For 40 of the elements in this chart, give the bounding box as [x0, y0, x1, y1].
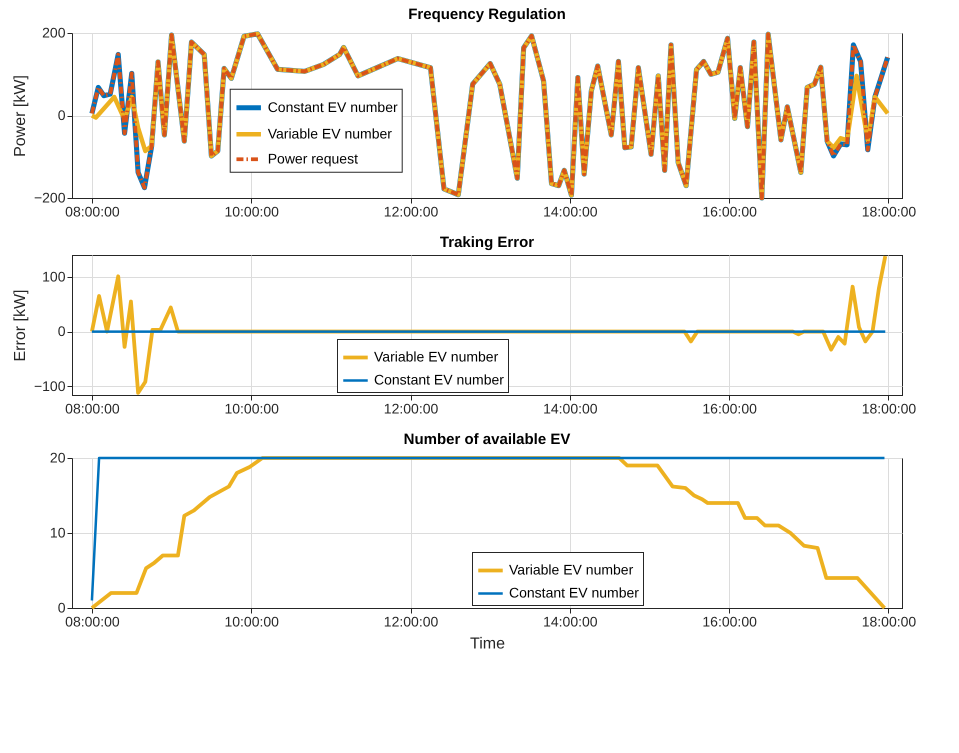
legend-label: Variable EV number	[268, 125, 392, 142]
x-tick-label: 12:00:00	[384, 204, 438, 220]
legend-label: Constant EV number	[374, 372, 504, 388]
y-tick-label: 20	[50, 450, 66, 466]
legend-label: Power request	[268, 150, 358, 166]
chart-title: Traking Error	[440, 234, 534, 252]
x-tick-label: 10:00:00	[224, 400, 280, 416]
y-axis-title: Power [kW]	[12, 75, 29, 157]
y-tick-label: 0	[58, 600, 66, 616]
y-tick-label: 200	[42, 24, 66, 40]
x-tick-label: 18:00:00	[862, 614, 916, 630]
x-tick-label: 16:00:00	[702, 614, 758, 630]
y-tick-label: 0	[58, 107, 66, 123]
y-tick-label: 10	[50, 524, 66, 540]
y-tick-label: −100	[34, 378, 66, 394]
y-tick-label: 0	[58, 323, 66, 340]
x-axis-title: Time	[470, 636, 506, 652]
chart-title: Frequency Regulation	[408, 6, 566, 23]
x-tick-label: 18:00:00	[862, 204, 916, 220]
x-tick-label: 14:00:00	[543, 204, 598, 220]
x-tick-label: 10:00:00	[224, 204, 280, 220]
x-tick-label: 12:00:00	[384, 400, 438, 416]
legend-label: Constant EV number	[268, 98, 398, 115]
legend-label: Constant EV number	[509, 584, 640, 600]
x-tick-label: 14:00:00	[543, 400, 598, 416]
x-tick-label: 12:00:00	[384, 614, 438, 630]
x-tick-label: 16:00:00	[702, 400, 758, 416]
y-tick-label: 100	[42, 268, 66, 284]
y-tick-label: −200	[34, 190, 66, 206]
chart-title: Number of available EV	[404, 431, 570, 448]
x-tick-label: 08:00:00	[65, 614, 120, 630]
legend-label: Variable EV number	[374, 348, 499, 364]
x-tick-label: 08:00:00	[65, 204, 120, 220]
x-tick-label: 10:00:00	[224, 614, 280, 630]
x-tick-label: 08:00:00	[65, 400, 120, 416]
x-tick-label: 16:00:00	[702, 204, 758, 220]
x-tick-label: 14:00:00	[543, 614, 598, 630]
y-axis-title: Error [kW]	[12, 290, 29, 362]
legend-label: Variable EV number	[509, 562, 634, 578]
x-tick-label: 18:00:00	[862, 400, 916, 416]
